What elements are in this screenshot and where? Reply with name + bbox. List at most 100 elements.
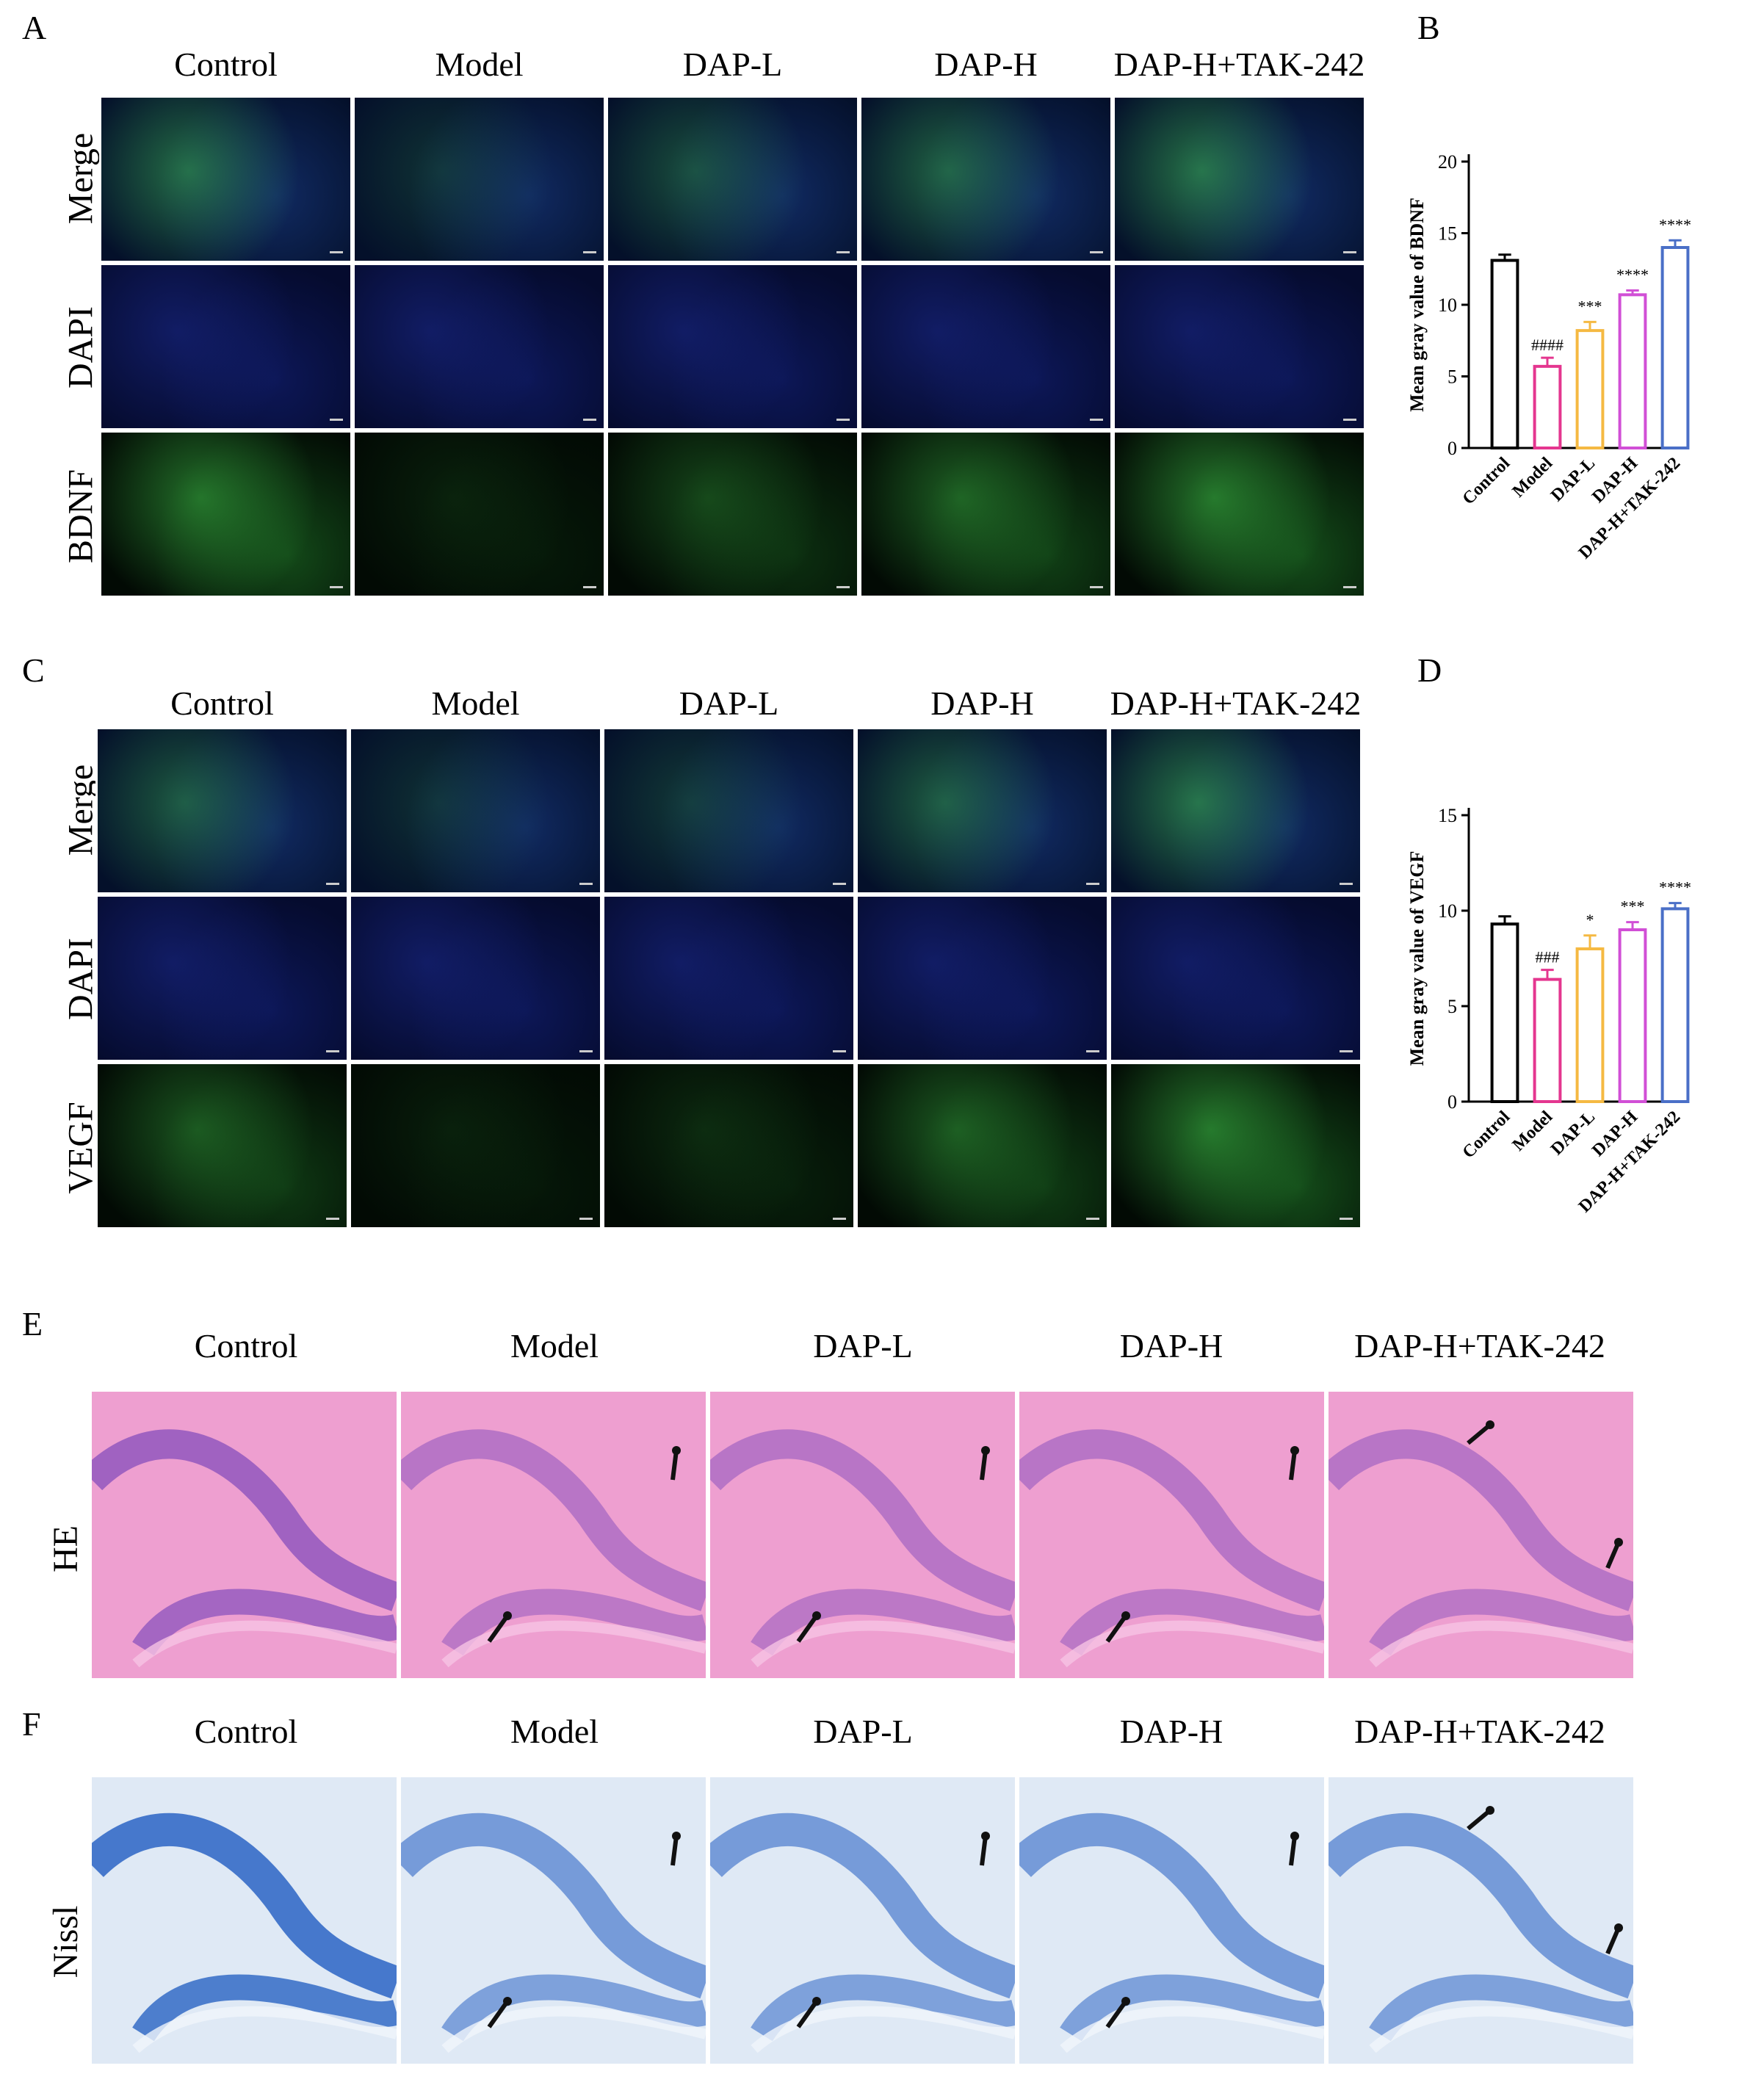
panel-a-row-label-merge: Merge (61, 132, 100, 224)
row-label-nissl: Nissl (46, 1905, 85, 1978)
scale-bar (1086, 1218, 1099, 1220)
annotation-arrow (1467, 1423, 1492, 1445)
annotation-arrow (1289, 1450, 1297, 1481)
bdnf-y-tick-label: 5 (1447, 366, 1457, 388)
vegf-y-tick-label: 5 (1447, 996, 1457, 1017)
panel-a-micrograph-merge-control (99, 95, 353, 263)
annotation-arrow (980, 1450, 988, 1481)
panel-c-micrograph-vegf-dap-h-tak-242 (1109, 1062, 1362, 1229)
scale-bar (330, 586, 343, 588)
scale-bar (326, 1050, 339, 1052)
vegf-significance-dap-h-tak-242: **** (1659, 878, 1691, 897)
annotation-arrow (1605, 1541, 1621, 1569)
cell-layer-band (710, 1429, 1015, 1668)
annotation-arrow-head (672, 1446, 681, 1455)
annotation-arrow-head (503, 1997, 512, 2006)
bdnf-bar-control (1490, 259, 1519, 449)
scale-bar (1343, 586, 1356, 588)
panel-c-micrograph-vegf-dap-h (856, 1062, 1109, 1229)
scale-bar (1340, 883, 1353, 885)
vegf-y-tick-label: 15 (1438, 805, 1457, 826)
panel-f-micrograph-control (92, 1777, 397, 2064)
panel-e-col-label-control: Control (194, 1327, 298, 1365)
scale-bar (1086, 883, 1099, 885)
scale-bar (1090, 251, 1103, 253)
vegf-bar-model (1533, 977, 1562, 1103)
cell-layer-band (710, 1813, 1015, 2053)
scale-bar (833, 1050, 846, 1052)
bdnf-significance-model: #### (1531, 336, 1564, 354)
annotation-arrow-head (1290, 1446, 1299, 1455)
panel-a-col-label-model: Model (435, 46, 524, 83)
annotation-arrow (487, 2000, 510, 2028)
panel-c-micrograph-dapi-dap-l (602, 895, 856, 1062)
bdnf-bar-dap-h-tak-242 (1660, 246, 1690, 449)
panel-e-col-label-model: Model (510, 1327, 599, 1365)
panel-c-micrograph-merge-dap-h (856, 727, 1109, 895)
annotation-arrow (1289, 1835, 1297, 1866)
panel-e-col-label-dap-h-tak-242: DAP-H+TAK-242 (1354, 1327, 1605, 1365)
scale-bar (1086, 1050, 1099, 1052)
cell-layer-band (1329, 1420, 1633, 1668)
vegf-bar-dap-h (1618, 928, 1647, 1103)
scale-bar (579, 1050, 593, 1052)
annotation-arrow-head (1486, 1806, 1494, 1815)
panel-label-c: C (22, 651, 45, 689)
scale-bar (1340, 1050, 1353, 1052)
bdnf-bar-chart: 0 5 10 15 20 Mean gray value of BDNF Control ##… (1406, 151, 1691, 563)
annotation-arrow (1105, 2000, 1128, 2028)
bdnf-y-tick-label: 15 (1438, 223, 1457, 245)
panel-a-row-label-dapi: DAPI (61, 306, 100, 389)
bdnf-significance-dap-h-tak-242: **** (1659, 215, 1691, 234)
vegf-bar-dap-h-tak-242 (1660, 907, 1690, 1103)
panel-a-micrograph-merge-dap-h-tak-242 (1113, 95, 1366, 263)
bdnf-y-tick-label: 10 (1438, 294, 1457, 316)
bdnf-y-tick-label: 0 (1447, 438, 1457, 459)
vegf-y-tick-label: 10 (1438, 900, 1457, 922)
panel-f-col-label-control: Control (194, 1713, 298, 1750)
panel-e-micrograph-control (92, 1392, 397, 1678)
scale-bar (579, 1218, 593, 1220)
vegf-significance-dap-h: *** (1621, 897, 1645, 916)
panel-f-micrograph-dap-h (1019, 1777, 1324, 2064)
annotation-arrow-head (981, 1446, 990, 1455)
panel-c-micrograph-vegf-dap-l (602, 1062, 856, 1229)
scale-bar (833, 883, 846, 885)
annotation-arrow (487, 1614, 510, 1643)
panel-a-micrograph-merge-dap-l (606, 95, 859, 263)
annotation-arrow (1605, 1926, 1621, 1955)
bdnf-bar-model (1533, 364, 1562, 450)
scale-bar (1090, 419, 1103, 421)
panel-label-d: D (1417, 651, 1442, 689)
scale-bar (1343, 251, 1356, 253)
panel-c-micrograph-merge-control (95, 727, 349, 895)
panel-c-micrograph-merge-dap-l (602, 727, 856, 895)
panel-f-col-label-dap-l: DAP-L (813, 1713, 913, 1750)
panel-c-col-label-control: Control (170, 684, 274, 722)
panel-a-micrograph-dapi-dap-l (606, 263, 859, 430)
panel-a-micrograph-dapi-model (353, 263, 606, 430)
scale-bar (1090, 586, 1103, 588)
panel-a-micrograph-bdnf-dap-l (606, 430, 859, 598)
panel-f-col-label-dap-h: DAP-H (1119, 1713, 1223, 1750)
scale-bar (583, 419, 596, 421)
panel-e-col-label-dap-l: DAP-L (813, 1327, 913, 1365)
panel-a-micrograph-dapi-dap-h-tak-242 (1113, 263, 1366, 430)
annotation-arrow (1105, 1614, 1128, 1643)
annotation-arrow-head (1614, 1923, 1623, 1932)
cell-layer-band (401, 1429, 706, 1668)
scale-bar (836, 419, 850, 421)
scale-bar (326, 883, 339, 885)
bdnf-y-axis-label: Mean gray value of BDNF (1406, 198, 1428, 412)
scale-bar (836, 251, 850, 253)
panel-a-micrograph-merge-dap-h (859, 95, 1113, 263)
annotation-arrow-head (503, 1611, 512, 1620)
vegf-bar-control (1490, 922, 1519, 1103)
annotation-arrow-head (1290, 1832, 1299, 1840)
scale-bar (583, 586, 596, 588)
panel-a-col-label-dap-l: DAP-L (682, 46, 783, 83)
panel-c-row-label-merge: Merge (61, 764, 100, 856)
annotation-arrow (1467, 1808, 1492, 1831)
panel-label-b: B (1417, 9, 1440, 46)
